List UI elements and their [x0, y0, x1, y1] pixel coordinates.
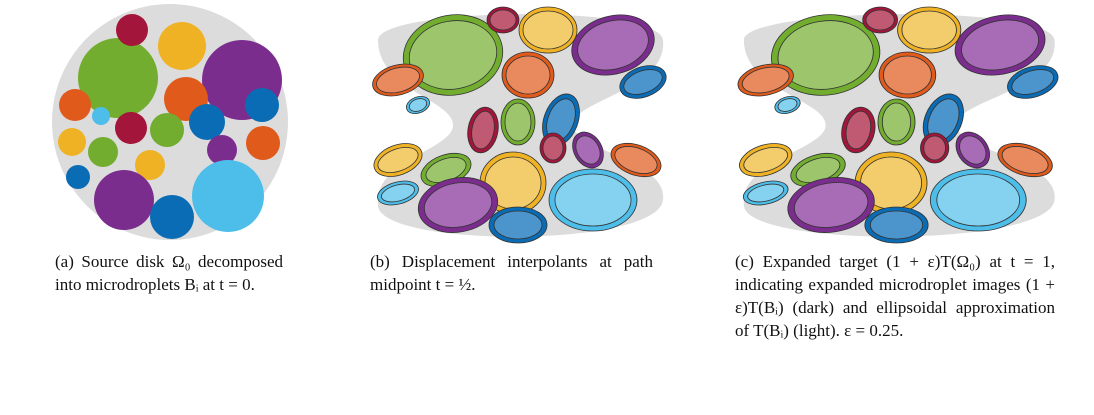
figure: (a) Source disk Ω₀ decomposed into micro…	[0, 0, 1094, 415]
panel-b	[369, 6, 671, 243]
figure-panels	[0, 0, 1094, 248]
caption-c: (c) Expanded target (1 + ε)T(Ω₀) at t = …	[735, 250, 1055, 342]
caption-b: (b) Displacement interpolants at path mi…	[370, 250, 653, 296]
caption-a: (a) Source disk Ω₀ decomposed into micro…	[55, 250, 283, 296]
panel-a	[52, 4, 288, 240]
panel-c	[734, 6, 1063, 243]
